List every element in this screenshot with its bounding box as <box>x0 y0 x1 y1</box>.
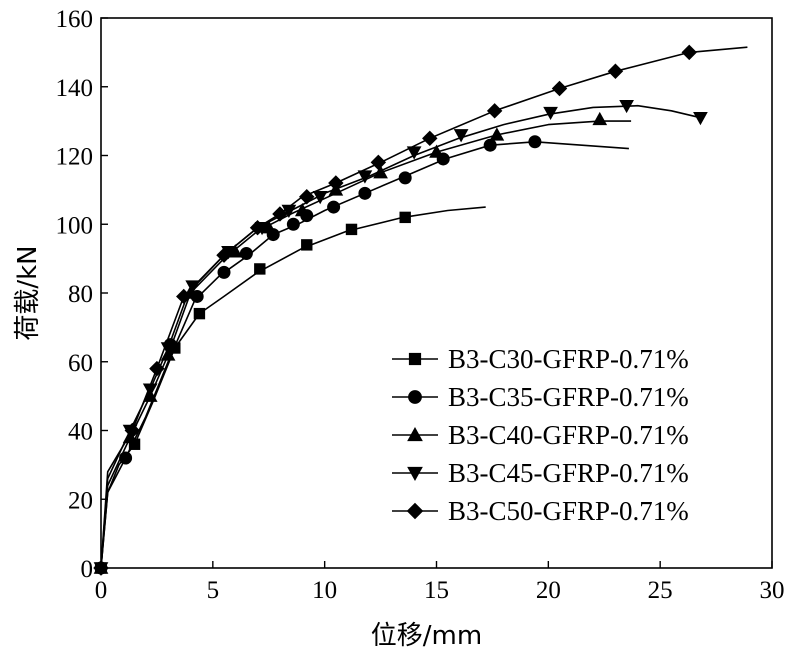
data-point <box>528 135 542 149</box>
y-tick-label: 120 <box>56 144 94 171</box>
data-point <box>272 206 288 222</box>
y-tick-label: 0 <box>81 556 94 583</box>
x-tick-label: 10 <box>312 577 337 604</box>
legend-marker <box>408 390 422 404</box>
x-tick-label: 5 <box>207 577 220 604</box>
x-tick-label: 0 <box>95 577 108 604</box>
data-point <box>399 211 411 224</box>
data-point <box>619 99 634 114</box>
data-point <box>124 422 141 439</box>
data-point <box>592 111 608 126</box>
y-tick-label: 140 <box>56 75 94 102</box>
y-tick-label: 100 <box>56 212 94 239</box>
y-tick-label: 40 <box>68 419 93 446</box>
legend-item: B3-C35-GFRP-0.71% <box>392 382 689 412</box>
legend-label: B3-C40-GFRP-0.71% <box>448 420 689 450</box>
series-circle <box>94 135 629 575</box>
data-point <box>453 129 469 143</box>
series-square <box>95 206 486 574</box>
x-axis-title: 位移/mm <box>371 621 482 651</box>
data-point <box>489 127 505 141</box>
series-line <box>100 120 632 569</box>
data-point <box>693 111 708 126</box>
data-point <box>357 170 373 184</box>
data-point <box>429 144 444 158</box>
data-point <box>543 106 558 121</box>
y-tick-label: 20 <box>68 487 93 514</box>
legend-marker <box>408 352 422 366</box>
data-point <box>370 154 387 171</box>
data-point <box>422 130 438 147</box>
data-point <box>345 223 358 236</box>
legend-item: B3-C40-GFRP-0.71% <box>392 420 689 450</box>
data-point <box>327 200 341 214</box>
data-point <box>328 175 344 191</box>
legend: B3-C30-GFRP-0.71% B3-C35-GFRP-0.71% B3-C40… <box>392 344 689 526</box>
data-point <box>373 165 388 179</box>
data-point <box>119 451 133 465</box>
x-tick-label: 25 <box>648 577 673 604</box>
x-tick-label: 20 <box>536 577 561 604</box>
legend-marker <box>406 502 424 520</box>
y-tick-label: 80 <box>68 281 93 308</box>
legend-marker <box>407 426 423 442</box>
series-line <box>100 46 748 569</box>
series-line <box>100 206 486 569</box>
data-point <box>358 186 372 200</box>
y-tick-label: 160 <box>56 6 94 33</box>
data-point <box>483 138 497 152</box>
data-point <box>607 63 624 80</box>
data-point <box>486 103 503 119</box>
data-point <box>294 202 310 217</box>
data-point <box>301 239 313 251</box>
x-tick-label: 15 <box>424 577 449 604</box>
data-point <box>216 247 232 263</box>
data-point <box>176 288 192 305</box>
data-point <box>217 265 231 279</box>
data-point <box>551 80 568 97</box>
data-point <box>681 44 697 61</box>
legend-label: B3-C50-GFRP-0.71% <box>448 496 689 526</box>
legend-item: B3-C30-GFRP-0.71% <box>392 344 689 374</box>
data-point <box>299 189 315 205</box>
x-tick-label: 30 <box>760 577 785 604</box>
series-diamond <box>93 44 748 576</box>
y-axis-title: 荷载/kN <box>13 245 43 340</box>
data-point <box>149 360 165 377</box>
data-point <box>281 204 297 219</box>
legend-marker <box>407 466 423 482</box>
legend-item: B3-C45-GFRP-0.71% <box>392 458 689 488</box>
data-point <box>398 171 412 185</box>
data-point <box>239 246 253 260</box>
y-tick-label: 60 <box>68 350 93 377</box>
data-point <box>254 263 266 275</box>
legend-item: B3-C50-GFRP-0.71% <box>392 496 689 526</box>
axis-ticks: 0 5 10 15 20 25 30 0 20 40 60 80 100 120 140 160 <box>56 6 785 604</box>
data-point <box>249 219 266 236</box>
legend-label: B3-C35-GFRP-0.71% <box>448 382 689 412</box>
data-point <box>312 191 328 205</box>
data-point <box>193 307 206 320</box>
data-point <box>286 217 300 231</box>
legend-label: B3-C30-GFRP-0.71% <box>448 344 689 374</box>
series-line <box>100 141 629 569</box>
legend-label: B3-C45-GFRP-0.71% <box>448 458 689 488</box>
plot-frame <box>100 17 773 569</box>
